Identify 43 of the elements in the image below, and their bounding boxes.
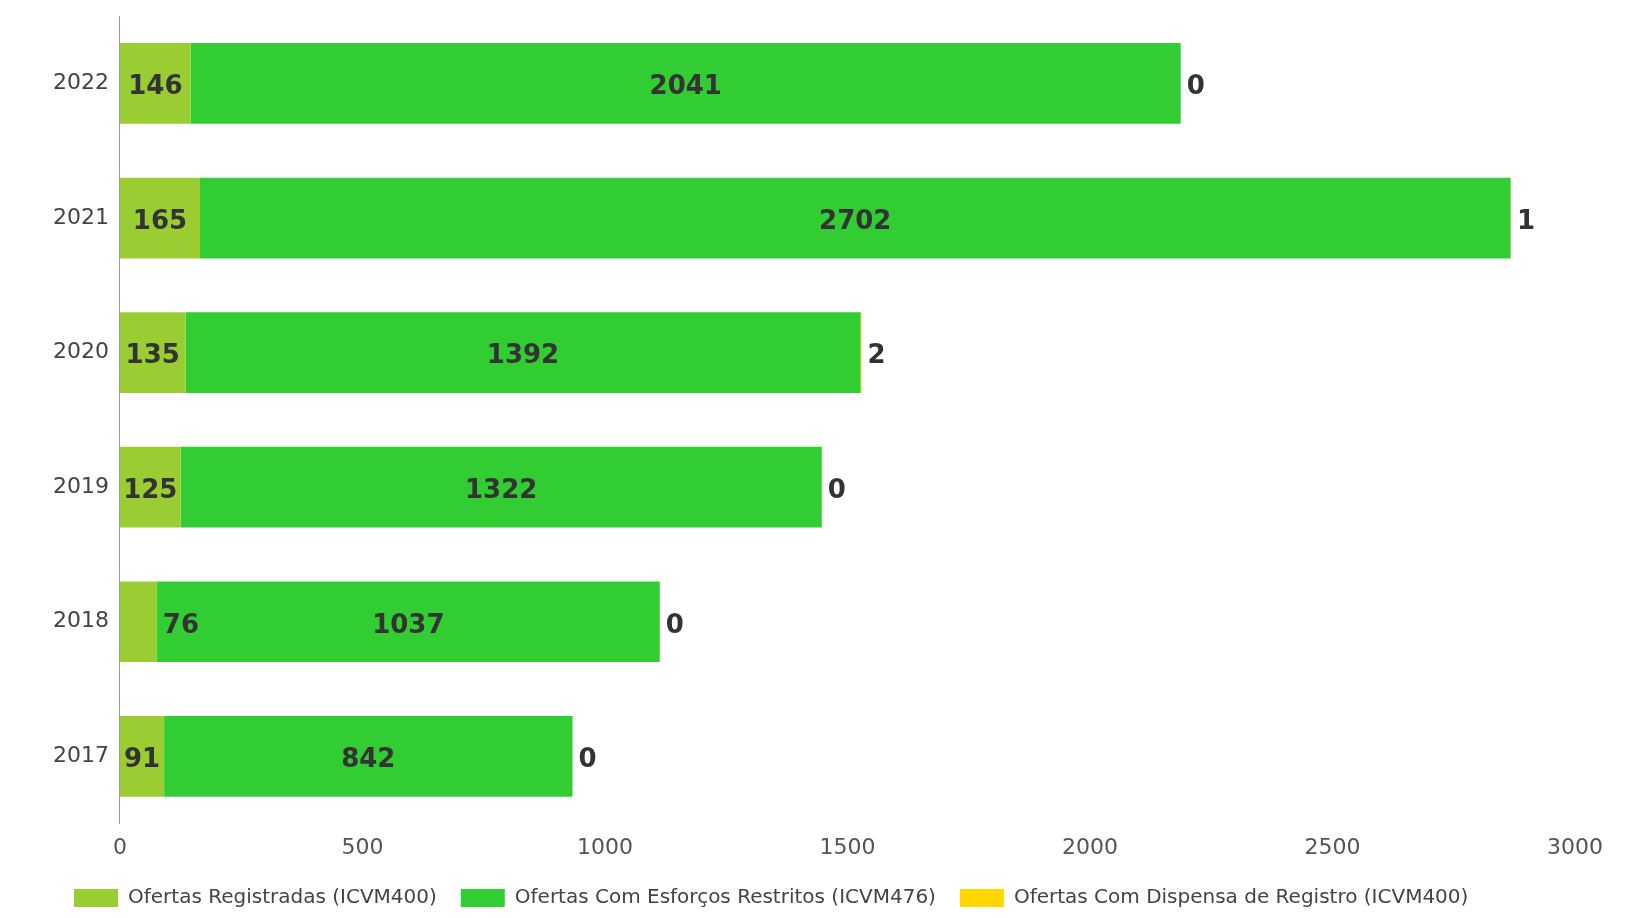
y-tick-label: 2021 <box>52 203 109 229</box>
bar <box>185 312 861 393</box>
data-label: 1 <box>1516 204 1536 235</box>
data-label: 2041 <box>649 70 722 101</box>
bar <box>190 43 1181 124</box>
bar <box>156 581 660 663</box>
data-label: 842 <box>341 743 396 774</box>
bar <box>119 43 191 124</box>
bar <box>119 581 157 663</box>
x-tick-label: 1000 <box>576 833 633 859</box>
data-label: 2702 <box>819 204 892 235</box>
x-tick-label: 500 <box>341 833 384 859</box>
x-tick-label: 2500 <box>1304 833 1361 859</box>
data-label: 0 <box>1186 70 1205 101</box>
y-tick-label: 2022 <box>52 69 109 95</box>
legend-label: Ofertas Com Dispensa de Registro (ICVM400) <box>1013 884 1469 909</box>
bar <box>119 177 201 259</box>
data-label: 0 <box>827 473 846 504</box>
y-tick-label: 2019 <box>52 472 109 498</box>
x-tick-label: 1500 <box>819 833 876 859</box>
data-label: 0 <box>665 608 684 639</box>
legend-label: Ofertas Registradas (ICVM400) <box>128 884 437 909</box>
x-tick-label: 0 <box>112 833 127 859</box>
data-label: 0 <box>578 743 597 774</box>
legend-label: Ofertas Com Esforços Restritos (ICVM476) <box>514 884 936 909</box>
data-label: 91 <box>123 743 161 774</box>
bar <box>164 715 573 797</box>
data-label: 125 <box>123 473 178 504</box>
data-label: 1392 <box>486 339 560 370</box>
bar <box>200 177 1511 259</box>
x-tick-label: 3000 <box>1547 833 1603 859</box>
data-label: 76 <box>162 608 200 639</box>
data-label: 1037 <box>372 608 445 639</box>
data-label: 165 <box>132 204 188 235</box>
y-tick-label: 2018 <box>52 607 109 633</box>
data-label: 146 <box>128 70 183 101</box>
bar <box>180 446 822 528</box>
data-label: 135 <box>125 339 180 370</box>
y-tick-label: 2017 <box>52 742 109 768</box>
data-label: 2 <box>867 339 886 370</box>
data-label: 1322 <box>465 473 538 504</box>
x-tick-label: 2000 <box>1062 833 1118 859</box>
y-tick-label: 2020 <box>52 338 109 364</box>
